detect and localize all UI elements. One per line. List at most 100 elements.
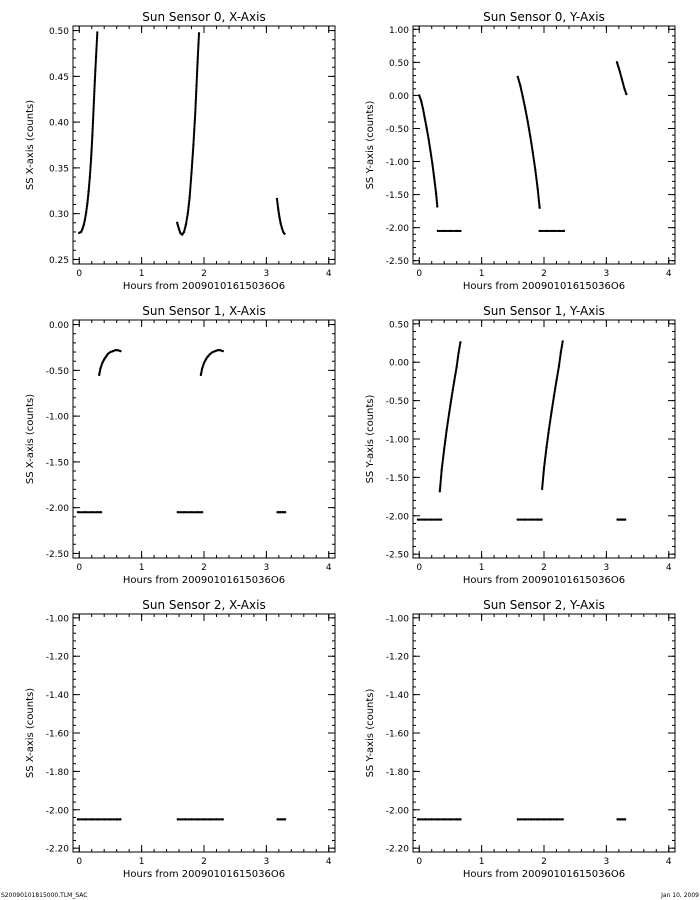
x-tick-label: 1 <box>479 857 485 867</box>
data-point <box>561 818 564 821</box>
y-tick-label: -2.00 <box>46 806 70 816</box>
data-point <box>449 229 452 233</box>
data-point-fill <box>439 229 443 233</box>
y-tick-label: -1.00 <box>386 158 410 168</box>
data-point <box>197 32 201 35</box>
data-point <box>555 818 558 821</box>
y-tick-label: 0.50 <box>49 27 69 37</box>
x-tick-label: 4 <box>326 563 332 573</box>
data-point <box>184 511 187 514</box>
data-point-fill <box>197 35 200 38</box>
chart-panel-1: Sun Sensor 0, Y-Axis 0 1 2 3 4 -2.50 -2.00 -1.50… <box>365 10 676 292</box>
data-series-1 <box>175 32 201 236</box>
data-point <box>200 511 204 514</box>
data-point <box>184 818 187 821</box>
data-point-fill <box>95 47 98 50</box>
x-tick-label: 2 <box>541 269 547 279</box>
y-tick-label: -1.40 <box>386 691 410 701</box>
data-point <box>202 818 206 821</box>
data-point-fill <box>112 818 115 821</box>
y-tick-label: -1.00 <box>386 436 410 446</box>
data-point-fill <box>96 34 99 37</box>
y-tick-label: -2.50 <box>386 257 410 267</box>
data-point-fill <box>439 818 443 821</box>
data-point-fill <box>87 818 90 821</box>
y-tick-label: -0.50 <box>386 397 410 407</box>
data-series-0 <box>76 511 103 514</box>
footer-date: Jan 10, 2009 <box>661 892 699 899</box>
data-point-fill <box>444 229 447 233</box>
data-point <box>436 518 440 521</box>
y-tick-label: -2.00 <box>386 224 410 234</box>
data-point <box>623 818 627 821</box>
x-tick-label: 1 <box>139 563 145 573</box>
data-point <box>538 206 541 210</box>
data-point-fill <box>95 50 98 53</box>
y-tick-label: -2.20 <box>46 845 70 855</box>
data-point <box>430 818 433 821</box>
data-point <box>424 518 427 521</box>
data-point <box>552 229 555 233</box>
x-axis-label: Hours from 20090101615036O6 <box>123 281 285 292</box>
data-point-fill <box>94 69 97 72</box>
data-series-2 <box>616 818 627 821</box>
data-point <box>94 55 98 58</box>
data-point <box>283 511 287 514</box>
data-point-fill <box>444 818 447 821</box>
data-series-2 <box>275 197 286 235</box>
data-point <box>530 818 533 821</box>
x-tick-label: 2 <box>201 269 207 279</box>
data-point <box>524 518 527 521</box>
data-point-fill <box>198 818 201 821</box>
x-axis-label: Hours from 20090101615036O6 <box>123 575 285 586</box>
data-point-fill <box>185 818 188 821</box>
data-point-fill <box>197 44 200 47</box>
data-point-fill <box>196 52 200 55</box>
data-point <box>90 511 93 514</box>
data-series-0 <box>418 94 439 208</box>
data-point-fill <box>185 511 188 514</box>
chart-panel-4: Sun Sensor 2, X-Axis 0 1 2 3 4 -2.20 -2.00 -1.80… <box>25 598 336 880</box>
data-point-fill <box>547 229 550 233</box>
data-point-fill <box>104 818 107 821</box>
data-point <box>102 818 106 821</box>
data-point-fill <box>93 76 97 79</box>
y-tick-label: 0.35 <box>49 164 69 174</box>
data-point-fill <box>92 511 95 514</box>
data-point-fill <box>95 51 98 55</box>
data-point-fill <box>546 818 549 821</box>
x-tick-label: 3 <box>604 563 610 573</box>
data-point-fill <box>193 818 196 821</box>
y-tick-label: 1.00 <box>389 26 409 36</box>
data-point <box>196 818 199 821</box>
x-tick-label: 4 <box>326 857 332 867</box>
y-tick-label: -0.50 <box>46 367 70 377</box>
data-point-fill <box>95 40 98 44</box>
y-tick-label: -2.50 <box>386 551 410 561</box>
data-series-2 <box>516 75 541 210</box>
plot-frame <box>72 25 336 265</box>
data-point <box>190 511 193 514</box>
data-point-fill <box>197 47 200 50</box>
data-point-fill <box>527 518 530 521</box>
data-series-1 <box>436 229 462 233</box>
y-tick-label: 0.45 <box>49 73 69 83</box>
x-tick-label: 4 <box>666 269 672 279</box>
data-series-2 <box>176 511 204 514</box>
data-point <box>524 818 527 821</box>
data-point-fill <box>197 39 200 43</box>
data-point <box>459 341 462 344</box>
x-tick-label: 4 <box>326 269 332 279</box>
data-series-1 <box>516 818 564 821</box>
data-series-1 <box>176 818 224 821</box>
chart-title: Sun Sensor 0, X-Axis <box>142 10 265 24</box>
data-point-fill <box>94 72 97 75</box>
x-tick-label: 4 <box>666 857 672 867</box>
y-axis-label: SS X-axis (counts) <box>25 100 36 190</box>
data-point <box>530 518 533 521</box>
data-point-fill <box>552 818 555 821</box>
data-point <box>561 340 564 343</box>
y-tick-label: -2.00 <box>386 806 410 816</box>
data-series-2 <box>516 518 543 521</box>
data-point <box>442 229 446 233</box>
